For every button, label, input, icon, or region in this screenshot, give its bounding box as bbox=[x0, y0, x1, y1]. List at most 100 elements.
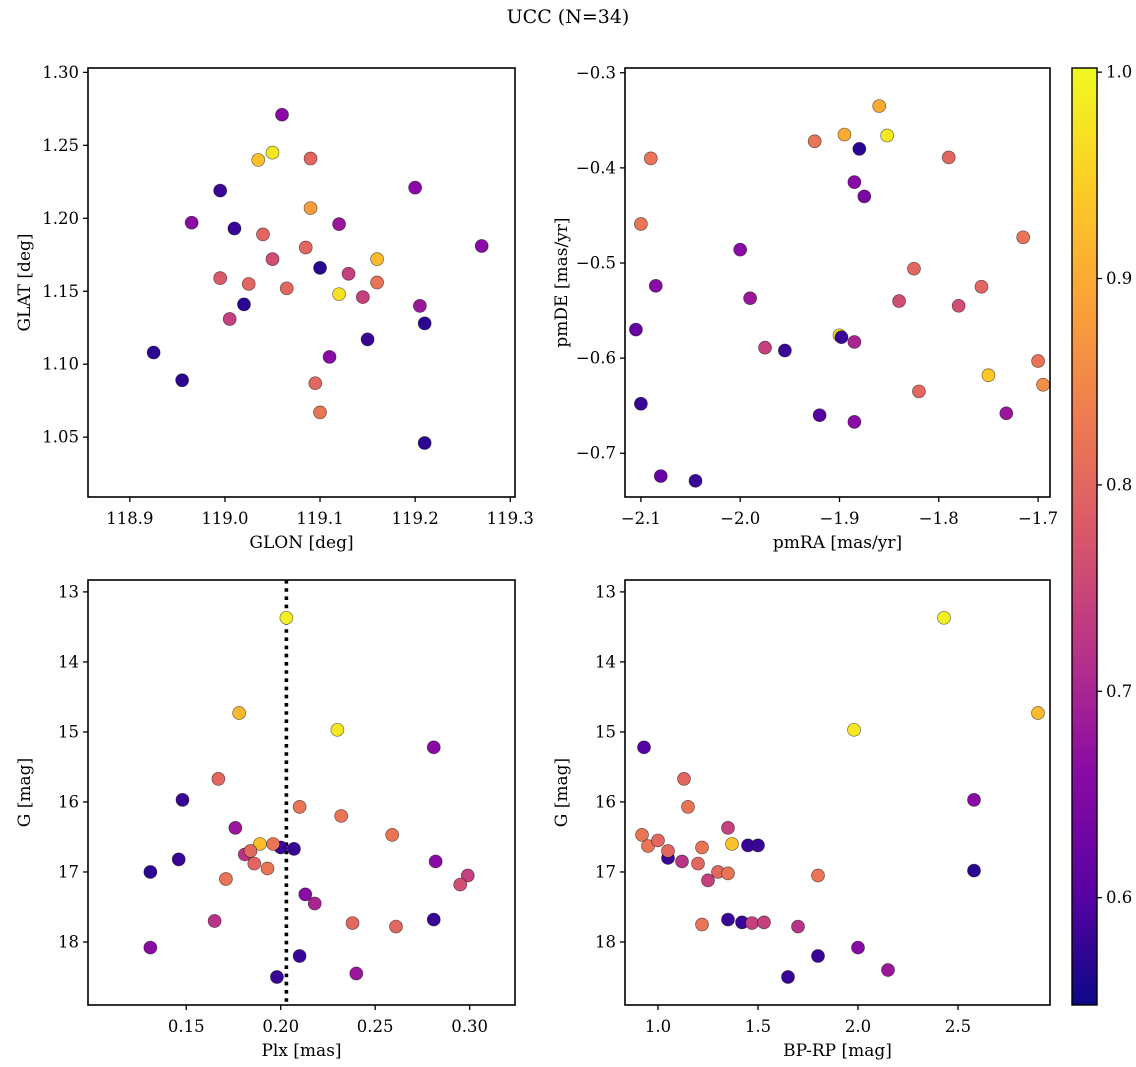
data-point bbox=[345, 916, 360, 930]
colorbar-tick-label: 0.6 bbox=[1106, 888, 1132, 907]
data-point bbox=[298, 240, 313, 255]
data-point bbox=[778, 343, 792, 358]
data-point bbox=[243, 844, 258, 858]
x-tick-label: 2.5 bbox=[945, 1017, 971, 1036]
data-point bbox=[355, 290, 370, 304]
x-tick-label: −2.0 bbox=[720, 509, 760, 528]
x-tick-label: 0.30 bbox=[451, 1017, 488, 1036]
data-point bbox=[725, 837, 739, 851]
data-point bbox=[241, 277, 256, 291]
data-point bbox=[695, 840, 709, 855]
data-point bbox=[349, 966, 364, 981]
data-point bbox=[880, 128, 894, 143]
axes-spines bbox=[87, 579, 516, 1006]
data-point bbox=[322, 350, 337, 364]
data-point bbox=[721, 821, 735, 835]
data-point bbox=[413, 298, 427, 313]
data-point bbox=[847, 335, 862, 349]
data-point bbox=[791, 919, 805, 934]
data-point bbox=[912, 384, 926, 399]
data-point bbox=[171, 852, 186, 867]
data-point bbox=[232, 706, 247, 720]
x-tick-label: 119.3 bbox=[487, 509, 534, 528]
x-tick-label: 0.20 bbox=[262, 1017, 299, 1036]
x-axis-label: Plx [mas] bbox=[261, 1041, 341, 1061]
y-tick-label: 14 bbox=[58, 652, 79, 671]
y-tick-label: 1.25 bbox=[42, 136, 79, 155]
data-point bbox=[907, 261, 921, 276]
data-point bbox=[219, 872, 233, 886]
y-axis-label: G [mag] bbox=[552, 758, 572, 827]
data-point bbox=[237, 297, 251, 312]
data-point bbox=[811, 949, 825, 963]
data-point bbox=[872, 99, 887, 113]
x-tick-label: 1.5 bbox=[745, 1017, 771, 1036]
axes-spines bbox=[87, 67, 516, 498]
colorbar-gradient bbox=[1071, 67, 1098, 1006]
data-point bbox=[426, 740, 441, 755]
data-point bbox=[298, 887, 313, 902]
data-point bbox=[292, 800, 307, 814]
data-point bbox=[260, 861, 275, 876]
data-point bbox=[635, 828, 649, 842]
data-point bbox=[408, 180, 422, 195]
data-point bbox=[967, 793, 981, 807]
data-point bbox=[691, 856, 705, 871]
data-point bbox=[426, 912, 441, 927]
data-point bbox=[733, 242, 748, 257]
data-point bbox=[460, 868, 475, 883]
x-tick-label: 2.0 bbox=[845, 1017, 871, 1036]
data-point bbox=[247, 856, 262, 871]
y-tick-label: −0.4 bbox=[576, 158, 616, 177]
data-point bbox=[937, 610, 951, 625]
data-point bbox=[307, 896, 322, 911]
data-point bbox=[417, 316, 432, 331]
x-tick-label: −2.1 bbox=[621, 509, 661, 528]
x-tick-label: 0.25 bbox=[357, 1017, 394, 1036]
colorbar-tick-label: 0.7 bbox=[1106, 682, 1132, 701]
data-point bbox=[721, 912, 735, 927]
data-point bbox=[270, 970, 284, 984]
y-tick-label: 15 bbox=[595, 722, 616, 741]
data-point bbox=[847, 415, 862, 429]
data-point bbox=[634, 217, 648, 231]
data-point bbox=[303, 151, 318, 166]
x-tick-label: 119.0 bbox=[201, 509, 248, 528]
panel-plx-g: 0.15 0.20 0.25 0.30 13 14 15 16 17 18 Plx [mas] G [… bbox=[15, 579, 516, 1061]
panel-glon-glat: 118.9 119.0 119.1 119.2 119.3 1.05 1.10 1.15 1.2… bbox=[15, 63, 534, 553]
data-point bbox=[474, 239, 489, 253]
y-tick-label: −0.3 bbox=[576, 63, 616, 82]
data-point bbox=[751, 838, 765, 853]
data-point bbox=[207, 914, 222, 928]
y-tick-label: −0.5 bbox=[576, 254, 616, 273]
panel-bprp-g: 1.0 1.5 2.0 2.5 13 14 15 16 17 18 BP-RP [mag] G [ma… bbox=[552, 579, 1051, 1061]
data-point bbox=[757, 915, 771, 930]
data-point bbox=[385, 828, 400, 842]
data-point bbox=[389, 919, 403, 934]
data-point bbox=[453, 877, 468, 892]
data-point bbox=[643, 151, 658, 166]
data-point bbox=[851, 940, 865, 955]
y-tick-label: −0.6 bbox=[576, 349, 616, 368]
data-point bbox=[951, 298, 966, 313]
y-tick-label: −0.7 bbox=[576, 444, 616, 463]
panel-pmra-pmde: −2.1 −2.0 −1.9 −1.8 −1.7 −0.3 −0.4 −0.5 −0.6 −0.7… bbox=[552, 63, 1058, 553]
data-point bbox=[811, 868, 825, 883]
data-point bbox=[146, 345, 161, 360]
x-axis-label: pmRA [mas/yr] bbox=[773, 533, 902, 553]
data-point bbox=[974, 279, 989, 294]
data-point bbox=[781, 970, 795, 984]
data-point bbox=[1016, 230, 1031, 245]
data-point bbox=[967, 863, 981, 878]
data-point bbox=[745, 916, 759, 930]
data-point bbox=[275, 107, 289, 122]
x-tick-label: −1.8 bbox=[919, 509, 959, 528]
colorbar-tick-label: 0.9 bbox=[1106, 269, 1132, 288]
data-point bbox=[308, 376, 323, 391]
data-point bbox=[265, 145, 280, 160]
data-point bbox=[313, 261, 327, 275]
data-point bbox=[417, 436, 432, 450]
data-point bbox=[881, 963, 895, 977]
data-point bbox=[330, 722, 345, 737]
data-point bbox=[758, 340, 772, 355]
